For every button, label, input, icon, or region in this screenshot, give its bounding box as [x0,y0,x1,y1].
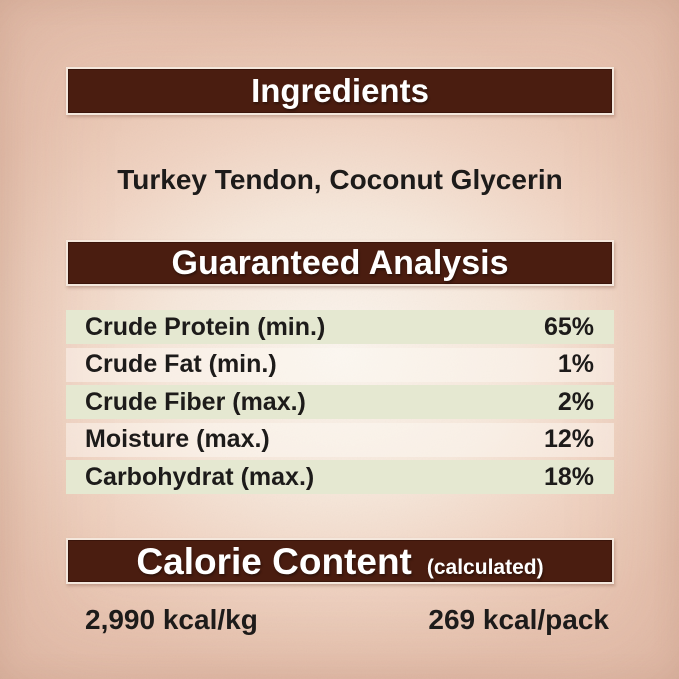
nutrient-name: Crude Fat (min.) [85,350,277,378]
nutrient-value: 1% [557,350,594,378]
calorie-content-header-group: Calorie Content (calculated) [68,540,612,582]
nutrient-value: 12% [543,425,594,453]
ingredients-list: Turkey Tendon, Coconut Glycerin [117,164,563,195]
table-row: Crude Fiber (max.) 2% [66,385,614,419]
guaranteed-analysis-table: Crude Protein (min.) 65% Crude Fat (min.… [66,310,614,494]
nutrient-name: Moisture (max.) [85,425,270,453]
calorie-content-header-title: Calorie Content [136,541,412,582]
table-row: Crude Fat (min.) 1% [66,347,614,382]
calorie-per-kg: 2,990 kcal/kg [85,604,258,635]
table-row: Carbohydrat (max.) 18% [66,460,614,494]
guaranteed-analysis-header-bar: Guaranteed Analysis [66,240,614,286]
calorie-per-pack: 269 kcal/pack [428,604,609,635]
calorie-content-calculated-note: (calculated) [426,556,544,579]
table-row: Crude Protein (min.) 65% [66,310,614,344]
calorie-values-row: 2,990 kcal/kg 269 kcal/pack [66,603,614,636]
ingredients-header-title: Ingredients [251,72,429,109]
nutrient-name: Crude Fiber (max.) [85,387,306,416]
nutrient-name: Crude Protein (min.) [85,312,326,341]
nutrient-name: Carbohydrat (max.) [85,462,315,491]
nutrient-value: 2% [557,387,594,416]
guaranteed-analysis-header-title: Guaranteed Analysis [171,243,509,282]
nutrient-value: 65% [543,312,594,341]
ingredients-header-bar: Ingredients [66,67,614,115]
calorie-content-header-bar: Calorie Content (calculated) [66,538,614,584]
nutrient-value: 18% [543,462,594,491]
table-row: Moisture (max.) 12% [66,422,614,457]
